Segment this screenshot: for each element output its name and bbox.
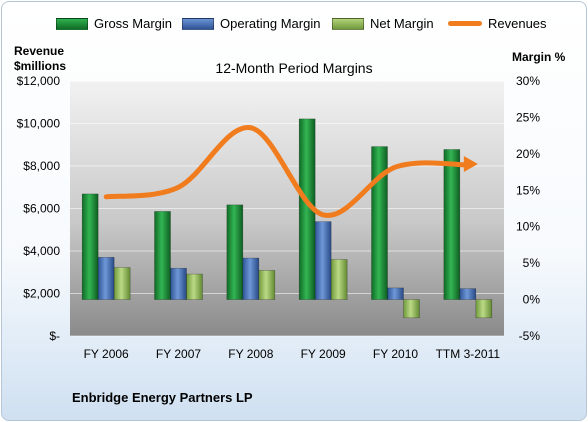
legend-item-revenues: Revenues: [448, 16, 547, 31]
operating-margin-bar: [97, 257, 115, 300]
right-axis-tick-label: 10%: [516, 220, 540, 234]
category-label: FY 2010: [373, 347, 418, 361]
gross-margin-bar: [226, 204, 244, 300]
right-axis-tick-label: 30%: [516, 74, 540, 88]
category-label: FY 2008: [228, 347, 273, 361]
left-axis-tick-label: $10,000: [17, 117, 61, 131]
right-axis-title: Margin %: [512, 50, 566, 64]
left-axis-title: Revenue $millions: [14, 44, 66, 74]
legend-swatch-operating: [182, 17, 214, 30]
legend-label-operating: Operating Margin: [220, 16, 321, 31]
net-margin-bar: [403, 299, 420, 319]
right-axis-tick-label: 15%: [516, 183, 540, 197]
right-axis-tick-label: 20%: [516, 147, 540, 161]
operating-margin-bar: [314, 221, 332, 300]
left-axis-tick-label: $12,000: [17, 74, 61, 88]
net-margin-bar: [475, 299, 493, 319]
legend-item-net: Net Margin: [332, 16, 434, 31]
net-margin-bar: [258, 270, 276, 300]
revenues-line: [103, 125, 471, 218]
gross-margin-bar: [154, 211, 171, 300]
chart-footer: Enbridge Energy Partners LP: [72, 390, 253, 405]
category-label: FY 2009: [301, 347, 346, 361]
category-label: FY 2007: [156, 347, 201, 361]
net-margin-bar: [186, 273, 203, 300]
right-axis-tick-label: 25%: [516, 110, 540, 124]
legend: Gross Margin Operating Margin Net Margin…: [0, 16, 588, 36]
legend-item-operating: Operating Margin: [182, 16, 320, 31]
right-axis-tick-label: 0%: [523, 293, 541, 307]
gross-margin-bar: [81, 193, 99, 300]
operating-margin-bar: [242, 257, 260, 300]
legend-item-gross: Gross Margin: [56, 16, 172, 31]
left-axis-tick-label: $2,000: [23, 287, 60, 301]
operating-margin-bar: [387, 287, 404, 300]
left-axis-title-line1: Revenue: [14, 44, 65, 58]
left-axis-title-line2: $millions: [14, 59, 67, 73]
chart-title: 12-Month Period Margins: [215, 60, 373, 76]
right-axis-tick-label: -5%: [519, 329, 541, 343]
legend-swatch-net: [332, 17, 364, 30]
legend-label-net: Net Margin: [370, 16, 434, 31]
revenues-arrowhead: [463, 155, 478, 172]
legend-swatch-revenues: [448, 21, 482, 26]
left-axis-tick-label: $4,000: [23, 244, 60, 258]
left-axis-tick-label: $8,000: [23, 159, 60, 173]
operating-margin-bar: [170, 267, 187, 300]
legend-label-revenues: Revenues: [488, 16, 547, 31]
right-axis-tick-label: 5%: [523, 256, 541, 270]
category-label: TTM 3-2011: [436, 347, 501, 361]
category-label: FY 2006: [84, 347, 129, 361]
gross-margin-bar: [443, 149, 461, 300]
left-axis-tick-label: $-: [49, 329, 60, 343]
operating-margin-bar: [459, 288, 477, 300]
legend-label-gross: Gross Margin: [94, 16, 173, 31]
legend-swatch-gross: [56, 17, 88, 30]
gross-margin-bar: [371, 146, 388, 300]
left-axis-tick-label: $6,000: [23, 202, 60, 216]
net-margin-bar: [330, 259, 348, 300]
net-margin-bar: [113, 267, 131, 300]
